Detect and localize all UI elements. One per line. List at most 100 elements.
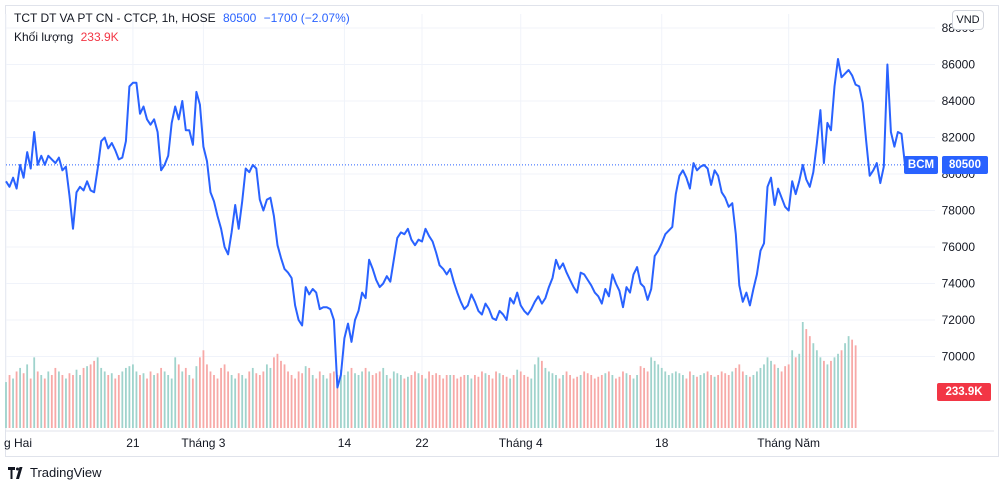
volume-bar bbox=[565, 371, 568, 428]
volume-bar bbox=[756, 371, 758, 428]
volume-bar bbox=[770, 360, 772, 428]
volume-bar bbox=[773, 364, 776, 428]
volume-bar bbox=[787, 364, 790, 428]
x-tick-label: g Hai bbox=[4, 436, 32, 450]
volume-bar bbox=[336, 375, 339, 428]
volume-bar bbox=[819, 357, 822, 428]
volume-bar bbox=[710, 375, 712, 428]
volume-bar bbox=[463, 375, 466, 428]
volume-bar bbox=[452, 375, 455, 428]
volume-bar bbox=[431, 375, 434, 428]
x-tick-label: 14 bbox=[338, 436, 352, 450]
volume-bar bbox=[653, 360, 656, 428]
volume-bar bbox=[442, 378, 445, 428]
volume-bar bbox=[315, 378, 318, 428]
volume-bar bbox=[389, 378, 392, 428]
volume-bar bbox=[600, 375, 603, 428]
volume-bar bbox=[657, 364, 660, 428]
volume-bar bbox=[251, 367, 254, 428]
volume-bar bbox=[93, 360, 96, 428]
volume-bar bbox=[40, 375, 43, 428]
volume-bar bbox=[625, 373, 628, 428]
volume-bar bbox=[685, 378, 688, 428]
volume-bar bbox=[199, 357, 201, 428]
volume-bar bbox=[86, 366, 88, 428]
volume-bar bbox=[255, 373, 258, 428]
volume-bar bbox=[22, 373, 25, 428]
volume-bar bbox=[421, 375, 423, 428]
volume-bar bbox=[759, 367, 762, 428]
y-tick-label: 76000 bbox=[942, 240, 976, 254]
volume-bar bbox=[403, 378, 406, 428]
volume-bar bbox=[142, 373, 145, 428]
volume-bar bbox=[181, 371, 184, 428]
volume-bar bbox=[498, 373, 501, 428]
volume-bar bbox=[146, 378, 148, 428]
volume-bar bbox=[629, 375, 631, 428]
volume-bar bbox=[830, 360, 832, 428]
volume-bar bbox=[537, 357, 540, 428]
volume-bar bbox=[639, 366, 642, 428]
y-tick-label: 74000 bbox=[942, 277, 976, 291]
volume-bar bbox=[382, 367, 385, 428]
volume-bar bbox=[604, 373, 607, 428]
volume-bar bbox=[177, 364, 180, 428]
volume-bar bbox=[579, 375, 582, 428]
volume-bar bbox=[103, 371, 106, 428]
volume-bar bbox=[206, 364, 208, 428]
footer-brand[interactable]: TradingView bbox=[8, 465, 102, 480]
volume-bar bbox=[283, 364, 286, 428]
volume-bar bbox=[304, 366, 307, 428]
volume-bar bbox=[163, 371, 166, 428]
volume-bar bbox=[54, 367, 57, 428]
volume-bar bbox=[139, 375, 141, 428]
last-price-badge: 80500 bbox=[942, 156, 988, 174]
volume-bar bbox=[689, 371, 691, 428]
volume-bar bbox=[290, 375, 293, 428]
volume-bar bbox=[784, 366, 787, 428]
volume-bar bbox=[209, 371, 212, 428]
y-tick-label: 86000 bbox=[942, 58, 976, 72]
volume-bar bbox=[234, 378, 237, 428]
volume-bar bbox=[29, 378, 32, 428]
volume-bar bbox=[301, 373, 304, 428]
volume-bar bbox=[477, 376, 480, 428]
volume-bar bbox=[392, 371, 395, 428]
volume-bar bbox=[763, 364, 765, 428]
volume-bar bbox=[516, 369, 519, 428]
volume-bar bbox=[583, 371, 586, 428]
volume-bar bbox=[484, 373, 487, 428]
volume-bar bbox=[368, 371, 371, 428]
volume-bar bbox=[445, 375, 448, 428]
volume-bar bbox=[223, 364, 226, 428]
volume-bar bbox=[417, 373, 420, 428]
volume-bar bbox=[523, 375, 526, 428]
volume-bar bbox=[72, 375, 74, 428]
volume-bar bbox=[734, 367, 737, 428]
volume-bar bbox=[607, 371, 610, 428]
volume-bar bbox=[8, 375, 11, 428]
volume-bar bbox=[297, 371, 300, 428]
volume-bar bbox=[805, 329, 808, 428]
volume-bar bbox=[466, 375, 469, 428]
y-tick-label: 82000 bbox=[942, 131, 976, 145]
volume-bar bbox=[597, 376, 600, 428]
volume-bar bbox=[748, 376, 751, 428]
volume-bar bbox=[780, 371, 783, 428]
volume-bar bbox=[135, 371, 138, 428]
volume-bar bbox=[533, 364, 536, 428]
volume-bar bbox=[794, 357, 797, 428]
volume-bar bbox=[456, 378, 459, 428]
volume-bar bbox=[586, 373, 589, 428]
x-tick-label: Tháng 4 bbox=[499, 436, 543, 450]
volume-bar bbox=[481, 371, 483, 428]
volume-bar bbox=[576, 376, 579, 428]
volume-bar bbox=[512, 375, 515, 428]
volume-bar bbox=[195, 366, 198, 428]
volume-bar bbox=[160, 367, 163, 428]
volume-bar bbox=[385, 375, 388, 428]
currency-button[interactable]: VND bbox=[952, 10, 984, 30]
volume-bar bbox=[174, 357, 177, 428]
volume-bar bbox=[280, 360, 282, 428]
